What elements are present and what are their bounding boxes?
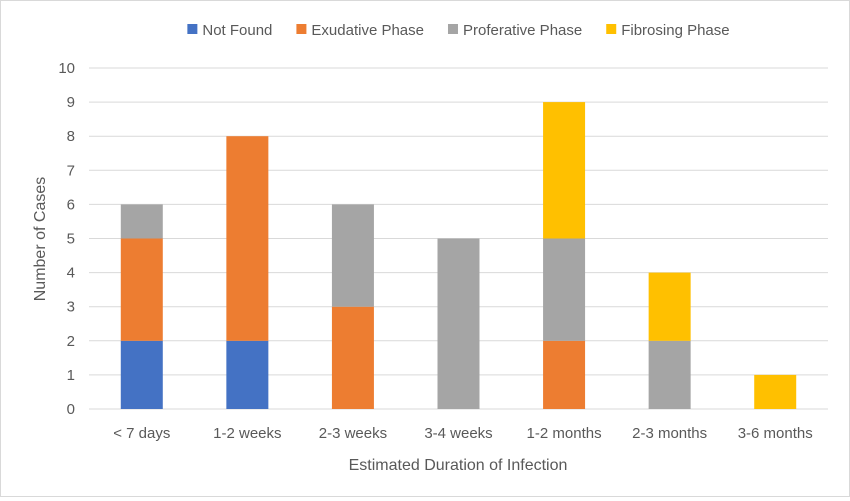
legend-item: Not Found	[187, 22, 272, 39]
x-axis-title: Estimated Duration of Infection	[349, 457, 568, 474]
x-axis-ticks: < 7 days 1-2 weeks 2-3 weeks 3-4 weeks 1-2 m…	[113, 425, 813, 442]
x-tick-label: 2-3 weeks	[319, 425, 387, 442]
legend-label: Proferative Phase	[463, 22, 582, 39]
legend-item: Proferative Phase	[447, 22, 582, 39]
bar-segment	[543, 238, 586, 341]
y-tick-label: 6	[67, 196, 75, 213]
x-tick-label: 2-3 months	[632, 425, 707, 442]
x-tick-label: 3-4 weeks	[424, 425, 492, 442]
legend: Not Found Exudative Phase Proferative Phas…	[187, 22, 730, 39]
x-tick-label: 1-2 months	[527, 425, 602, 442]
legend-swatch	[447, 24, 458, 34]
x-tick-label: 1-2 weeks	[213, 425, 281, 442]
bar-segment	[120, 204, 163, 239]
legend-label: Fibrosing Phase	[621, 22, 729, 39]
bar-segment	[648, 272, 691, 341]
bar-segment	[331, 204, 374, 307]
bar-segment	[120, 340, 163, 409]
y-tick-label: 8	[67, 128, 75, 145]
bars	[120, 102, 797, 409]
y-tick-label: 5	[67, 231, 75, 248]
y-tick-label: 9	[67, 94, 75, 111]
legend-label: Not Found	[202, 22, 272, 39]
bar-segment	[226, 136, 269, 341]
y-tick-label: 10	[58, 60, 75, 77]
y-tick-label: 4	[67, 265, 75, 282]
bar-segment	[754, 374, 797, 409]
y-tick-label: 2	[67, 333, 75, 350]
x-tick-label: < 7 days	[113, 425, 170, 442]
legend-label: Exudative Phase	[311, 22, 424, 39]
bar-segment	[226, 340, 269, 409]
legend-item: Fibrosing Phase	[606, 22, 730, 39]
bar-segment	[648, 340, 691, 409]
bar-segment	[331, 306, 374, 409]
y-tick-label: 7	[67, 162, 75, 179]
bar-segment	[543, 340, 586, 409]
y-axis-title: Number of Cases	[32, 177, 49, 302]
y-tick-label: 0	[67, 401, 75, 418]
x-tick-label: 3-6 months	[738, 425, 813, 442]
bar-segment	[120, 238, 163, 341]
bar-segment	[437, 238, 480, 409]
legend-swatch	[606, 24, 617, 34]
y-tick-label: 3	[67, 299, 75, 316]
y-tick-label: 1	[67, 367, 75, 384]
bar-segment	[543, 102, 586, 239]
legend-swatch	[187, 24, 198, 34]
legend-item: Exudative Phase	[296, 22, 424, 39]
legend-swatch	[296, 24, 307, 34]
y-axis-ticks: 0 1 2 3 4 5 6 7 8 9 10	[58, 60, 75, 418]
